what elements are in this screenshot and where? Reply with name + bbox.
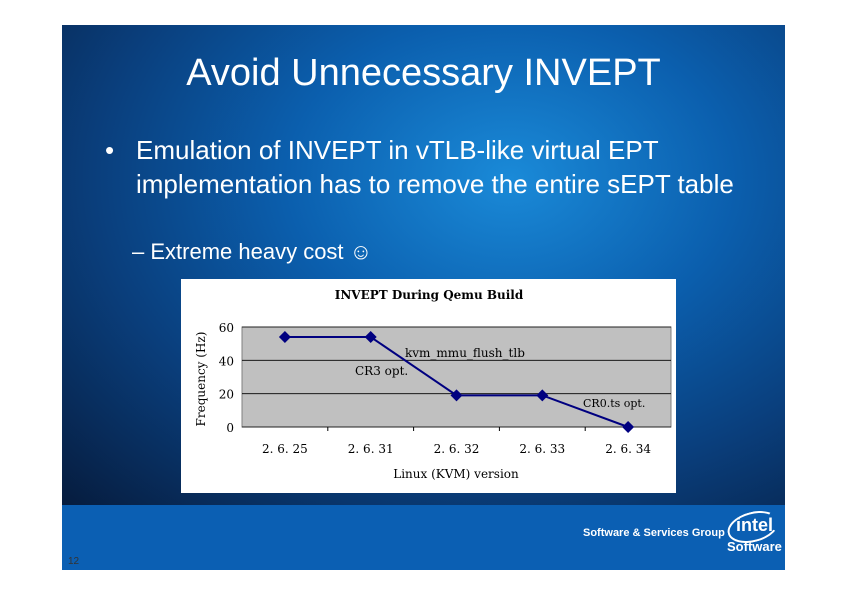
- data-point: [622, 421, 635, 433]
- logo-sub: Software: [727, 539, 782, 554]
- y-tick-label: 20: [219, 388, 234, 402]
- bullet-text: Emulation of INVEPT in vTLB-like virtual…: [136, 135, 734, 199]
- bullet-marker: •: [105, 135, 115, 165]
- chart-title: INVEPT During Qemu Build: [335, 288, 524, 302]
- annotation-kvm-mmu-flush-tlb: kvm_mmu_flush_tlb: [405, 346, 525, 360]
- y-tick-label: 0: [226, 421, 234, 435]
- data-point: [278, 331, 291, 343]
- y-tick-label: 40: [219, 354, 234, 368]
- sub-bullet: – Extreme heavy cost ☺: [132, 239, 373, 264]
- chart: 0 20 40 60 2. 6. 25 2. 6. 31 2. 6. 32 2. 6. 33 2…: [181, 279, 676, 493]
- slide-title: Avoid Unnecessary INVEPT: [186, 52, 661, 94]
- x-tick-label: 2. 6. 32: [434, 442, 480, 456]
- annotation-cr0ts-opt: CR0.ts opt.: [583, 397, 645, 410]
- x-axis-label: Linux (KVM) version: [393, 467, 519, 481]
- data-point: [450, 389, 463, 402]
- x-tick-label: 2. 6. 34: [605, 442, 651, 456]
- chart-svg: 0 20 40 60 2. 6. 25 2. 6. 31 2. 6. 32 2. 6. 33 2…: [194, 288, 672, 481]
- x-tick-label: 2. 6. 33: [519, 442, 565, 456]
- data-point: [536, 389, 549, 402]
- page-number: 12: [68, 556, 80, 567]
- footer-band: [62, 505, 785, 570]
- footer-group-label: Software & Services Group: [583, 527, 725, 539]
- y-tick-label: 60: [219, 321, 234, 335]
- x-tick-label: 2. 6. 31: [348, 442, 394, 456]
- annotation-cr3-opt: CR3 opt.: [355, 364, 408, 378]
- logo-word: intel: [736, 515, 774, 535]
- y-axis-label: Frequency (Hz): [194, 332, 208, 427]
- data-point: [364, 331, 377, 343]
- plot-area: [241, 326, 672, 428]
- x-tick-label: 2. 6. 25: [262, 442, 308, 456]
